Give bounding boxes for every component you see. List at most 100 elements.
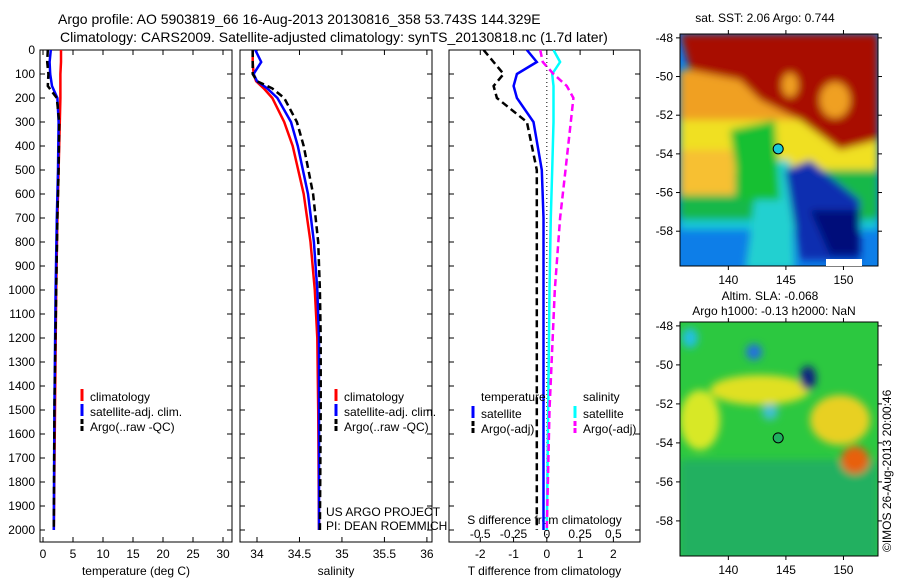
depth-tick-label: 1400 xyxy=(8,379,35,393)
depth-tick-label: 1600 xyxy=(8,427,35,441)
depth-tick-label: 1900 xyxy=(8,499,35,513)
map-lat-label: -50 xyxy=(656,70,674,84)
map-lon-label: 140 xyxy=(718,563,738,577)
map-lon-label: 140 xyxy=(718,273,738,287)
depth-tick-label: 1800 xyxy=(8,475,35,489)
map-lon-label: 145 xyxy=(776,273,796,287)
depth-tick-label: 600 xyxy=(15,187,35,201)
s-tick-label: -0.25 xyxy=(500,527,528,541)
x-tick-label: 2 xyxy=(610,547,617,561)
depth-tick-label: 900 xyxy=(15,259,35,273)
map-lon-label: 150 xyxy=(833,273,853,287)
map-lat-label: -58 xyxy=(656,514,674,528)
series-line-satellite-adj-clim- xyxy=(252,50,321,530)
series-line-argo-raw-qc- xyxy=(251,50,322,531)
s-tick-label: -0.5 xyxy=(470,527,491,541)
depth-tick-label: 200 xyxy=(15,91,35,105)
project-annotation: PI: DEAN ROEMMICH xyxy=(326,519,447,533)
plot-frame-0 xyxy=(39,49,233,543)
s-tick-label: 0.5 xyxy=(605,527,622,541)
legend-label: Argo(..raw -QC) xyxy=(90,420,175,434)
map-lat-label: -58 xyxy=(656,224,674,238)
depth-tick-label: 1000 xyxy=(8,283,35,297)
x-tick-label: -1 xyxy=(508,547,519,561)
profile-lines-1 xyxy=(251,50,322,531)
series-line-s-argo-adj- xyxy=(538,50,575,531)
series-line-climatology xyxy=(251,50,321,531)
s-tick-label: 0 xyxy=(543,527,550,541)
depth-tick-label: 700 xyxy=(15,211,35,225)
x-tick-label: 25 xyxy=(186,547,200,561)
map-lat-label: -56 xyxy=(656,186,674,200)
x-tick-label: -2 xyxy=(475,547,486,561)
map-lat-label: -56 xyxy=(656,475,674,489)
depth-tick-label: 0 xyxy=(28,43,35,57)
x-axis-label: T difference from climatology xyxy=(468,564,622,578)
project-annotation: US ARGO PROJECT xyxy=(326,505,441,519)
map-lon-label: 150 xyxy=(833,563,853,577)
legend-label: satellite-adj. clim. xyxy=(90,405,182,419)
s-tick-label: 0.25 xyxy=(568,527,592,541)
x-tick-label: 1 xyxy=(577,547,584,561)
x-tick-label: 30 xyxy=(216,547,230,561)
map-lat-label: -48 xyxy=(656,31,674,45)
x-tick-label: 35 xyxy=(335,547,349,561)
x-tick-label: 20 xyxy=(156,547,170,561)
depth-tick-label: 100 xyxy=(15,67,35,81)
sst-map xyxy=(680,34,878,266)
depth-tick-label: 300 xyxy=(15,115,35,129)
legend-label: Argo(-adj) xyxy=(583,422,636,436)
x-tick-label: 15 xyxy=(126,547,140,561)
x-tick-label: 34.5 xyxy=(288,547,312,561)
map-lat-label: -52 xyxy=(656,397,674,411)
series-line-t-argo-adj- xyxy=(482,50,539,530)
sla-map xyxy=(680,322,878,556)
legend-label: Argo(-adj) xyxy=(481,422,534,436)
legend-label: satellite xyxy=(481,407,522,421)
depth-tick-label: 500 xyxy=(15,163,35,177)
x-tick-label: 10 xyxy=(96,547,110,561)
map-lat-label: -54 xyxy=(656,436,674,450)
sst-map-frame xyxy=(679,33,879,267)
series-line-s-satellite xyxy=(545,50,562,531)
plot-frame-2 xyxy=(448,49,641,543)
depth-tick-label: 2000 xyxy=(8,523,35,537)
x-tick-label: 5 xyxy=(70,547,77,561)
map-lat-label: -52 xyxy=(656,108,674,122)
x-tick-label: 0 xyxy=(543,547,550,561)
sla-map-title-line1: Altim. SLA: -0.068 xyxy=(722,289,819,303)
argo-location-marker xyxy=(772,143,784,155)
sst-map-gap xyxy=(826,259,862,266)
plot-frame-1 xyxy=(239,49,433,543)
series-line-t-satellite xyxy=(512,50,545,530)
series-line-satellite-adj-clim- xyxy=(48,50,60,531)
x-axis-label: salinity xyxy=(318,564,355,578)
depth-tick-label: 1300 xyxy=(8,355,35,369)
legend-label: satellite-adj. clim. xyxy=(344,405,436,419)
depth-tick-label: 1200 xyxy=(8,331,35,345)
sla-map-title-line2: Argo h1000: -0.13 h2000: NaN xyxy=(692,304,855,318)
figure-title-line1: Argo profile: AO 5903819_66 16-Aug-2013 … xyxy=(58,11,541,27)
x-tick-label: 36 xyxy=(420,547,434,561)
map-lat-label: -48 xyxy=(656,319,674,333)
depth-tick-label: 1700 xyxy=(8,451,35,465)
imos-credit: ©IMOS 26-Aug-2013 20:00:46 xyxy=(880,389,894,552)
legend-label: climatology xyxy=(90,390,150,404)
depth-tick-label: 400 xyxy=(15,139,35,153)
legend-label: climatology xyxy=(344,390,404,404)
legend-title: salinity xyxy=(583,390,620,404)
x-tick-label: 35.5 xyxy=(373,547,397,561)
map-lat-label: -50 xyxy=(656,358,674,372)
map-lat-label: -54 xyxy=(656,147,674,161)
argo-location-marker xyxy=(772,432,784,444)
x-tick-label: 0 xyxy=(40,547,47,561)
x-axis-label: temperature (deg C) xyxy=(82,564,190,578)
profile-lines-0 xyxy=(45,50,63,531)
sst-map-title: sat. SST: 2.06 Argo: 0.744 xyxy=(695,11,835,25)
legend-label: satellite xyxy=(583,407,624,421)
x-tick-label: 34 xyxy=(250,547,264,561)
sla-map-frame xyxy=(679,321,879,557)
depth-tick-label: 1500 xyxy=(8,403,35,417)
